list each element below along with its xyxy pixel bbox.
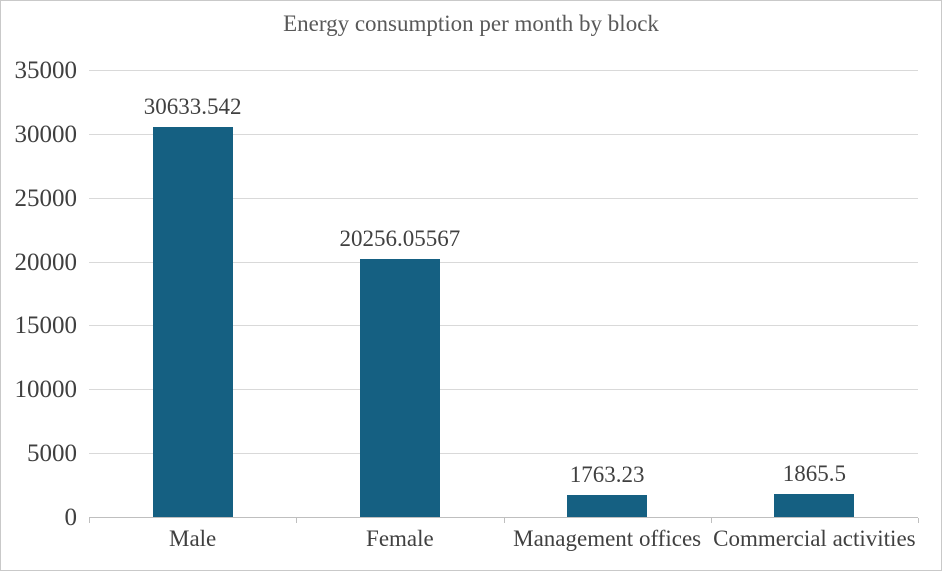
bar-management-offices [567, 495, 648, 518]
gridline [89, 197, 918, 199]
bar-female [359, 259, 440, 518]
data-label: 30633.542 [143, 93, 242, 119]
x-axis-tick [918, 518, 919, 523]
y-axis-tick-label: 25000 [14, 184, 78, 212]
data-label: 1865.5 [782, 461, 846, 487]
x-axis-line [89, 517, 918, 518]
category-label: Commercial activities [713, 526, 916, 551]
gridline [89, 261, 918, 263]
y-axis-tick-label: 0 [64, 504, 78, 531]
y-axis-tick-label: 20000 [14, 248, 78, 276]
plot-area: 30633.542 20256.05567 1763.23 1865.5 [89, 70, 919, 523]
y-axis-tick-label: 15000 [14, 312, 78, 340]
gridline [89, 325, 918, 327]
gridline [89, 133, 918, 135]
gridline [89, 70, 918, 71]
y-axis-tick-label: 5000 [27, 440, 77, 468]
category-label: Male [168, 526, 217, 551]
y-axis-labels: 0 5000 10000 15000 20000 25000 30000 35000 [1, 1, 78, 570]
x-axis-tick [503, 518, 505, 523]
bar-male [152, 126, 233, 518]
chart-title: Energy consumption per month by block [283, 11, 659, 36]
category-label: Management offices [513, 526, 702, 551]
gridline [89, 389, 918, 391]
x-axis-tick [89, 518, 90, 523]
y-axis-tick-label: 10000 [14, 376, 78, 404]
data-label: 20256.05567 [339, 226, 461, 252]
x-axis-tick [296, 518, 298, 523]
category-label: Female [366, 526, 434, 551]
gridline [89, 453, 918, 455]
y-axis-tick-label: 30000 [14, 120, 78, 148]
bar-commercial-activities [774, 494, 855, 518]
x-axis-tick [710, 518, 712, 523]
y-axis-tick-label: 35000 [14, 57, 78, 84]
data-label: 1763.23 [569, 462, 645, 488]
